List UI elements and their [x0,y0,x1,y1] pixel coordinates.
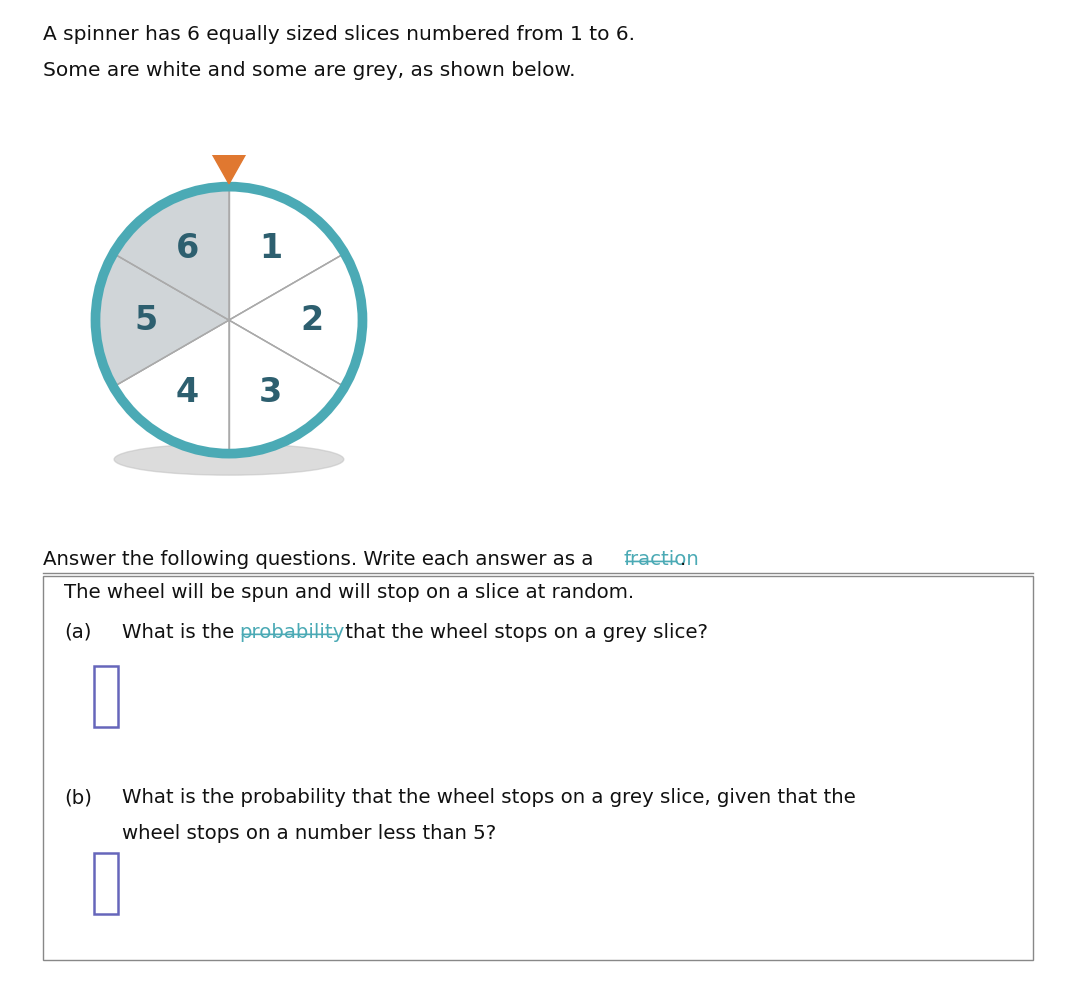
Text: Some are white and some are grey, as shown below.: Some are white and some are grey, as sho… [43,61,575,80]
Text: A spinner has 6 equally sized slices numbered from 1 to 6.: A spinner has 6 equally sized slices num… [43,25,635,43]
Text: What is the: What is the [122,623,241,641]
Text: 4: 4 [176,375,199,409]
Text: 5: 5 [134,303,158,337]
Ellipse shape [114,443,344,475]
FancyBboxPatch shape [94,666,118,727]
Text: that the wheel stops on a grey slice?: that the wheel stops on a grey slice? [339,623,707,641]
Text: The wheel will be spun and will stop on a slice at random.: The wheel will be spun and will stop on … [64,583,634,602]
Text: probability: probability [240,623,345,641]
Text: Answer the following questions. Write each answer as a: Answer the following questions. Write ea… [43,550,600,568]
Text: 3: 3 [259,375,282,409]
Text: (b): (b) [64,788,92,807]
FancyBboxPatch shape [94,853,118,914]
Polygon shape [210,151,248,184]
Wedge shape [229,186,345,320]
Text: 2: 2 [300,303,324,337]
Text: 6: 6 [176,231,199,265]
Text: fraction: fraction [623,550,699,568]
Text: 1: 1 [259,231,282,265]
Wedge shape [113,320,229,454]
Text: wheel stops on a number less than 5?: wheel stops on a number less than 5? [122,824,496,843]
Wedge shape [229,253,362,387]
Wedge shape [96,253,229,387]
Text: .: . [679,550,686,568]
Wedge shape [113,186,229,320]
Text: (a): (a) [64,623,92,641]
Text: What is the probability that the wheel stops on a grey slice, given that the: What is the probability that the wheel s… [122,788,856,807]
FancyBboxPatch shape [43,576,1033,960]
Wedge shape [229,320,345,454]
